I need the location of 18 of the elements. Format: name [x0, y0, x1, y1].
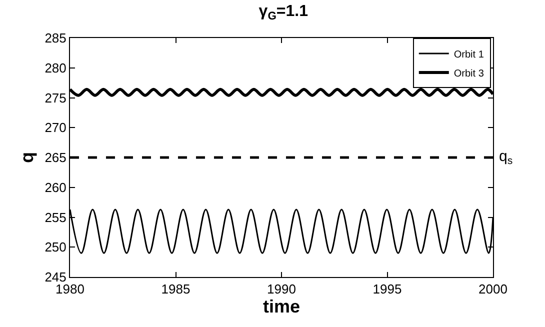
- y-tick-label: 285: [44, 30, 66, 46]
- y-tick-label: 250: [44, 240, 66, 255]
- legend-label: Orbit 3: [454, 68, 484, 80]
- ref-line-label: q$_{s}$: [499, 148, 513, 168]
- legend-label: Orbit 1: [454, 49, 484, 60]
- y-tick-label: 260: [44, 180, 66, 195]
- y-tick-label: 270: [44, 120, 66, 136]
- x-tick-label: 1995: [372, 282, 402, 297]
- x-tick-label: 1985: [161, 282, 190, 297]
- y-axis-title: q: [16, 152, 37, 163]
- y-tick-label: 275: [44, 90, 66, 106]
- x-axis-title: time: [262, 296, 300, 317]
- y-tick-label: 265: [44, 150, 66, 166]
- x-tick-label: 2000: [478, 282, 508, 297]
- chart-title: γ$_{G}$=1.1: [258, 3, 308, 22]
- y-tick-label: 280: [44, 60, 66, 76]
- y-tick-label: 255: [44, 210, 66, 225]
- x-tick-label: 1990: [267, 282, 296, 297]
